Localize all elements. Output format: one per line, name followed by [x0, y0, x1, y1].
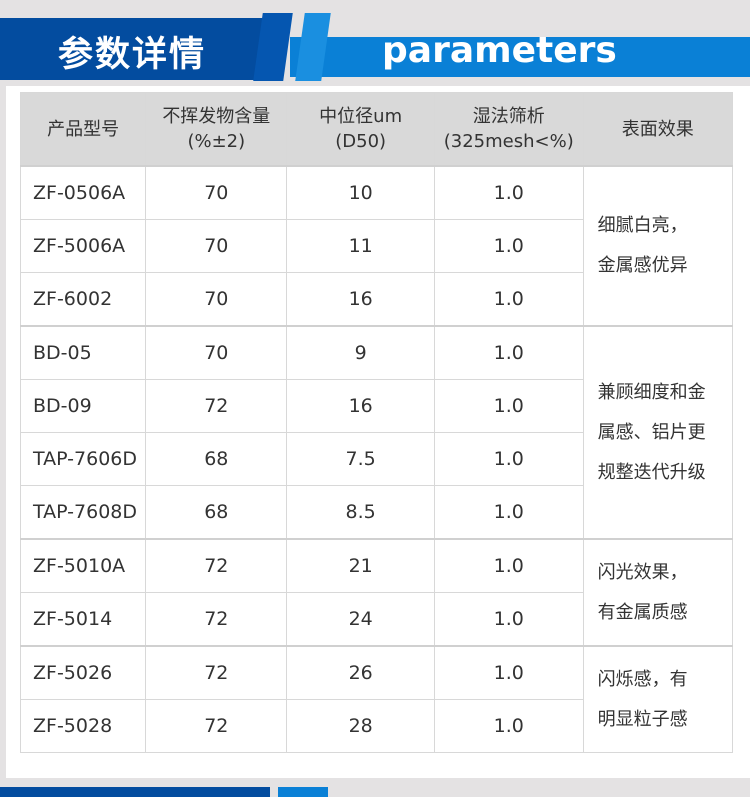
column-header-line: (325mesh<%) [443, 131, 574, 152]
cell-sieve: 1.0 [433, 699, 584, 753]
cell-nv: 68 [145, 432, 288, 486]
table-row: ZF-5026 72 26 1.0 闪烁感，有 明显粒子感 [19, 645, 734, 753]
cell-d50: 24 [286, 592, 435, 647]
cell-sieve: 1.0 [433, 645, 584, 700]
cell-nv: 70 [145, 325, 288, 380]
effect-line: 有金属质感 [597, 601, 688, 623]
column-header-line: 湿法筛析 [472, 106, 545, 127]
cell-model: ZF-6002 [19, 272, 147, 327]
effect-line: 明显粒子感 [597, 708, 688, 730]
column-header-line: (D50) [335, 131, 387, 152]
cell-d50: 16 [286, 272, 435, 327]
table-row: TAP-7608D 68 8.5 1.0 [19, 485, 733, 540]
cell-sieve: 1.0 [433, 538, 584, 593]
effect-line: 闪光效果， [597, 561, 688, 583]
cell-sieve: 1.0 [433, 432, 584, 486]
cell-nv: 72 [145, 645, 288, 700]
cell-d50: 11 [286, 219, 435, 273]
column-header: 表面效果 [582, 92, 734, 167]
column-header-line: 中位径um [319, 106, 403, 127]
column-header-line: 产品型号 [47, 118, 120, 140]
cell-sieve: 1.0 [433, 165, 584, 220]
cell-model: BD-05 [19, 325, 147, 380]
cell-nv: 68 [145, 485, 288, 540]
cell-nv: 72 [145, 699, 288, 753]
cell-d50: 8.5 [286, 485, 435, 540]
column-header: 不挥发物含量 (%±2) [145, 92, 288, 167]
section-title-en: parameters [382, 30, 617, 71]
table-row: ZF-5006A 70 11 1.0 [19, 219, 733, 273]
cell-model: TAP-7606D [19, 432, 147, 486]
cell-sieve: 1.0 [433, 485, 584, 540]
cell-surface-effect: 闪烁感，有明显粒子感 [582, 645, 734, 753]
cell-d50: 9 [286, 325, 435, 380]
cell-d50: 10 [286, 165, 435, 220]
cell-sieve: 1.0 [433, 592, 584, 647]
header-banner-dark [0, 18, 270, 80]
column-header: 湿法筛析 (325mesh<%) [433, 92, 584, 167]
cell-model: ZF-5028 [19, 699, 147, 753]
table-row: BD-09 72 16 1.0 [19, 379, 733, 433]
cell-nv: 72 [145, 538, 288, 593]
cell-d50: 21 [286, 538, 435, 593]
cell-d50: 7.5 [286, 432, 435, 486]
effect-line: 兼顾细度和金 [597, 381, 706, 403]
footer-banner-dark [0, 787, 270, 797]
column-header: 中位径um (D50) [286, 92, 435, 167]
effect-line: 规整迭代升级 [597, 461, 706, 483]
column-header-line: (%±2) [187, 131, 246, 152]
cell-nv: 70 [145, 219, 288, 273]
cell-surface-effect: 闪光效果， 有金属质感 [582, 538, 734, 647]
cell-sieve: 1.0 [433, 219, 584, 273]
cell-model: ZF-5026 [19, 645, 147, 700]
cell-surface-effect: 兼顾细度和金 属感、铝片更 规整迭代升级 [582, 325, 734, 540]
table-row: ZF-0506A 70 10 1.0 细腻白亮， 金属感优异 [19, 165, 734, 327]
cell-nv: 72 [145, 592, 288, 647]
cell-sieve: 1.0 [433, 379, 584, 433]
effect-line: 金属感优异 [597, 255, 688, 276]
cell-nv: 70 [145, 165, 288, 220]
cell-surface-effect: 细腻白亮， 金属感优异 [582, 165, 734, 327]
table-row: ZF-5014 72 24 1.0 [19, 592, 733, 647]
table-row: ZF-5028 72 28 1.0 [19, 699, 733, 753]
cell-nv: 72 [145, 379, 288, 433]
effect-line: 闪烁感，有 [597, 668, 688, 690]
cell-model: BD-09 [19, 379, 147, 433]
parameters-table: 产品型号 不挥发物含量 (%±2) 中位径um (D50) 湿法筛析 (325mesh<%)… [19, 92, 734, 753]
header-banner-light [290, 37, 750, 77]
cell-d50: 16 [286, 379, 435, 433]
column-header: 产品型号 [19, 92, 147, 167]
cell-sieve: 1.0 [433, 325, 584, 380]
column-header-line: 表面效果 [621, 118, 694, 140]
cell-d50: 28 [286, 699, 435, 753]
cell-d50: 26 [286, 645, 435, 700]
table-row: ZF-5010A 72 21 1.0 闪光效果， 有金属质感 [19, 538, 734, 647]
column-header-line: 不挥发物含量 [162, 106, 271, 127]
effect-line: 细腻白亮， [597, 215, 688, 236]
table-row: ZF-6002 70 16 1.0 [19, 272, 733, 327]
cell-model: ZF-5010A [19, 538, 147, 593]
cell-model: ZF-0506A [19, 165, 147, 220]
cell-model: TAP-7608D [19, 485, 147, 540]
cell-model: ZF-5014 [19, 592, 147, 647]
cell-sieve: 1.0 [433, 272, 584, 327]
effect-line: 属感、铝片更 [597, 421, 706, 443]
footer-banner-light [278, 787, 328, 797]
section-title-cn: 参数详情 [58, 35, 207, 75]
cell-model: ZF-5006A [19, 219, 147, 273]
cell-nv: 70 [145, 272, 288, 327]
table-row: BD-05 70 9 1.0 兼顾细度和金 属感、铝片更 规整迭代升级 [19, 325, 734, 540]
table-row: TAP-7606D 68 7.5 1.0 [19, 432, 733, 486]
